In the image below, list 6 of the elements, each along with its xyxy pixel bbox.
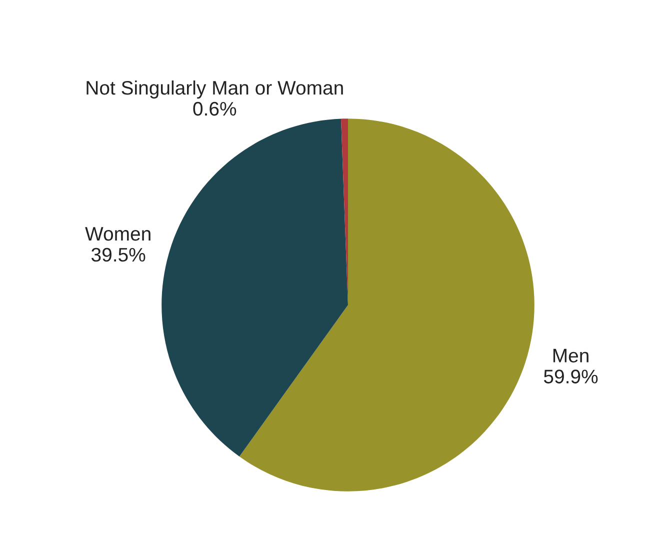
- slice-label: Not Singularly Man or Woman: [86, 80, 343, 99]
- data-label: 39.5%: [92, 248, 146, 262]
- slice-label: Men: [553, 348, 588, 362]
- slice-label: Women: [85, 227, 150, 241]
- data-label: 0.6%: [193, 102, 236, 116]
- data-label: 59.9%: [544, 370, 598, 384]
